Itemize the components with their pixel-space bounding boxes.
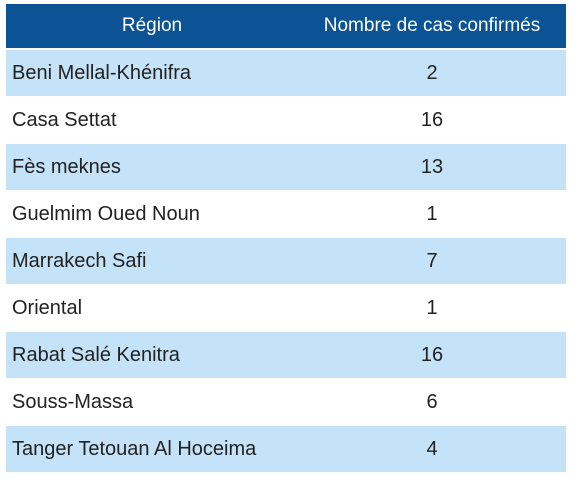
region-cell: Rabat Salé Kenitra xyxy=(12,343,180,366)
table-row: Beni Mellal-Khénifra 2 xyxy=(6,50,566,96)
table-row: Rabat Salé Kenitra 16 xyxy=(6,332,566,378)
count-cell: 16 xyxy=(420,108,444,131)
table-row: Guelmim Oued Noun 1 xyxy=(6,191,566,237)
count-cell: 2 xyxy=(426,61,438,84)
table-row: Oriental 1 xyxy=(6,285,566,331)
table-row: Casa Settat 16 xyxy=(6,97,566,143)
count-cell: 4 xyxy=(426,437,438,460)
header-count: Nombre de cas confirmés xyxy=(323,15,541,36)
region-cell: Guelmim Oued Noun xyxy=(12,202,200,225)
region-cell: Tanger Tetouan Al Hoceima xyxy=(12,437,257,460)
count-cell: 1 xyxy=(426,202,438,225)
region-cell: Beni Mellal-Khénifra xyxy=(12,61,191,84)
header-region: Région xyxy=(121,15,183,36)
region-cell: Fès meknes xyxy=(12,155,121,178)
count-cell: 7 xyxy=(426,249,438,272)
region-cell: Souss-Massa xyxy=(12,390,134,413)
table-row: Souss-Massa 6 xyxy=(6,379,566,425)
region-cell: Marrakech Safi xyxy=(12,249,147,272)
count-cell: 1 xyxy=(426,296,438,319)
table-body: Beni Mellal-Khénifra 2 Casa Settat 16 Fè… xyxy=(6,50,566,472)
count-cell: 16 xyxy=(420,343,444,366)
table-row: Marrakech Safi 7 xyxy=(6,238,566,284)
table-row: Fès meknes 13 xyxy=(6,144,566,190)
cases-table: Région Nombre de cas confirmés Beni Mell… xyxy=(6,4,566,472)
count-cell: 6 xyxy=(426,390,438,413)
table-header: Région Nombre de cas confirmés xyxy=(6,4,566,48)
region-cell: Casa Settat xyxy=(12,108,117,131)
count-cell: 13 xyxy=(420,155,444,178)
region-cell: Oriental xyxy=(12,296,83,319)
table-row: Tanger Tetouan Al Hoceima 4 xyxy=(6,426,566,472)
